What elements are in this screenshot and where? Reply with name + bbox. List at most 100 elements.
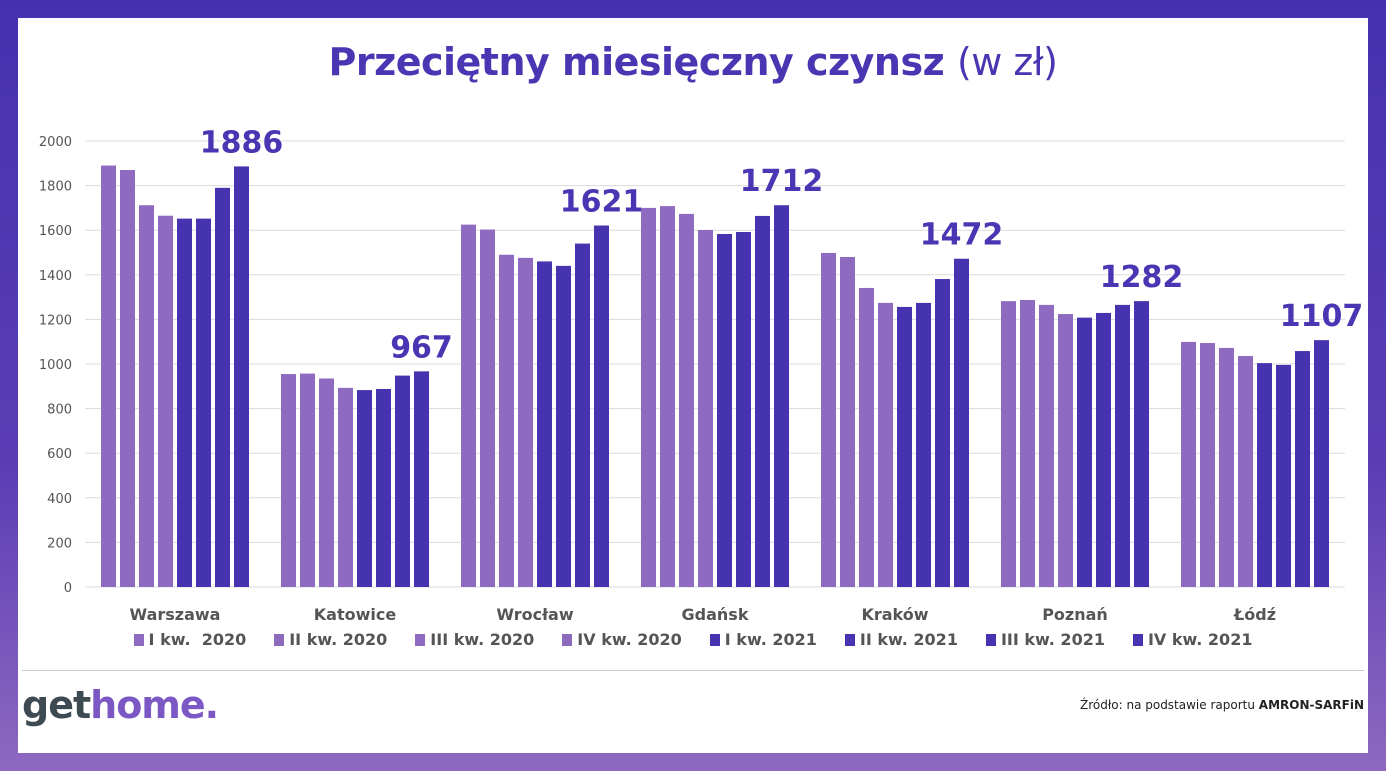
bar <box>281 374 296 587</box>
bar <box>1200 343 1215 587</box>
bar <box>537 261 552 587</box>
bar <box>1115 304 1130 587</box>
legend-label: I kw. 2020 <box>148 630 247 649</box>
logo-get: get <box>22 683 91 727</box>
bar <box>1077 317 1092 587</box>
bar <box>1257 363 1272 587</box>
bar <box>821 252 836 588</box>
bar <box>338 387 353 587</box>
bar <box>679 213 694 587</box>
bar <box>234 166 249 587</box>
bar <box>480 229 495 587</box>
bar <box>878 302 893 587</box>
bar <box>414 371 429 587</box>
y-tick-label: 1400 <box>39 269 72 284</box>
x-tick-label: Wrocław <box>496 605 573 624</box>
legend-item: II kw. 2020 <box>274 630 387 649</box>
bar <box>196 218 211 587</box>
bar <box>1314 340 1329 587</box>
bar <box>101 165 116 587</box>
data-label: 1886 <box>200 125 284 160</box>
legend-label: IV kw. 2020 <box>577 630 682 649</box>
bar <box>177 218 192 587</box>
bar <box>1039 304 1054 587</box>
legend-item: IV kw. 2020 <box>562 630 682 649</box>
x-tick-label: Łódź <box>1233 605 1276 624</box>
bar <box>575 243 590 587</box>
x-tick-label: Poznań <box>1042 605 1108 624</box>
y-tick-label: 0 <box>64 581 72 596</box>
bar <box>518 257 533 587</box>
bar <box>461 224 476 587</box>
bar <box>357 390 372 587</box>
bar <box>499 254 514 588</box>
bar <box>1020 299 1035 587</box>
x-tick-label: Kraków <box>861 605 928 624</box>
x-tick-label: Warszawa <box>130 605 221 624</box>
bar <box>395 375 410 587</box>
bar <box>755 215 770 588</box>
title-main: Przeciętny miesięczny czynsz <box>328 40 945 84</box>
y-tick-label: 2000 <box>39 135 72 150</box>
data-label: 1621 <box>560 185 644 220</box>
bar <box>1001 301 1016 587</box>
bar <box>215 187 230 587</box>
bar <box>641 207 656 587</box>
legend-item: I kw. 2020 <box>133 630 247 649</box>
legend-swatch <box>133 633 144 646</box>
legend-swatch <box>562 633 573 646</box>
source-note: Źródło: na podstawie raportu AMRON-SARFi… <box>1080 698 1364 712</box>
legend-swatch <box>844 633 855 646</box>
gethome-logo: gethome. <box>22 683 219 727</box>
bar <box>897 306 912 587</box>
y-tick-label: 600 <box>47 447 72 462</box>
y-tick-label: 1000 <box>39 358 72 373</box>
legend-label: II kw. 2021 <box>859 630 958 649</box>
x-tick-label: Gdańsk <box>682 605 749 624</box>
bar <box>736 231 751 587</box>
bar <box>859 287 874 587</box>
legend-item: III kw. 2021 <box>985 630 1105 649</box>
data-label: 1712 <box>740 164 824 199</box>
legend-swatch <box>274 633 285 646</box>
bar <box>594 225 609 587</box>
logo-home: home. <box>90 683 219 727</box>
legend-item: I kw. 2021 <box>709 630 817 649</box>
source-name: AMRON-SARFiN <box>1258 698 1364 712</box>
bar <box>1134 301 1149 587</box>
bar <box>774 205 789 587</box>
data-label: 1107 <box>1280 299 1364 334</box>
data-label: 1472 <box>920 218 1004 253</box>
legend-label: III kw. 2021 <box>1000 630 1105 649</box>
legend-swatch <box>985 633 996 646</box>
y-tick-label: 1800 <box>39 180 72 195</box>
legend-label: IV kw. 2021 <box>1147 630 1253 649</box>
bar <box>376 388 391 587</box>
legend-item: III kw. 2020 <box>415 630 534 649</box>
y-tick-label: 200 <box>47 536 72 551</box>
bar <box>1058 314 1073 587</box>
bar <box>319 378 334 587</box>
bar <box>1219 347 1234 587</box>
y-tick-label: 1600 <box>39 224 72 239</box>
legend-swatch <box>1132 633 1143 646</box>
legend-label: I kw. 2021 <box>724 630 817 649</box>
bar <box>1276 364 1291 587</box>
bar <box>935 279 950 587</box>
bar <box>660 206 675 587</box>
bar <box>954 258 969 587</box>
legend-label: II kw. 2020 <box>289 630 388 649</box>
bar <box>120 169 135 588</box>
bar <box>139 205 154 587</box>
legend-item: II kw. 2021 <box>844 630 958 649</box>
bar <box>1096 312 1111 587</box>
data-label: 967 <box>390 330 453 365</box>
legend-swatch <box>415 633 426 646</box>
data-label: 1282 <box>1100 260 1184 295</box>
bar <box>717 233 732 587</box>
source-prefix: Źródło: na podstawie raportu <box>1080 698 1259 712</box>
legend: I kw. 2020 II kw. 2020 III kw. 2020 IV kw. … <box>0 630 1386 649</box>
divider <box>22 670 1364 671</box>
bar <box>1295 351 1310 587</box>
